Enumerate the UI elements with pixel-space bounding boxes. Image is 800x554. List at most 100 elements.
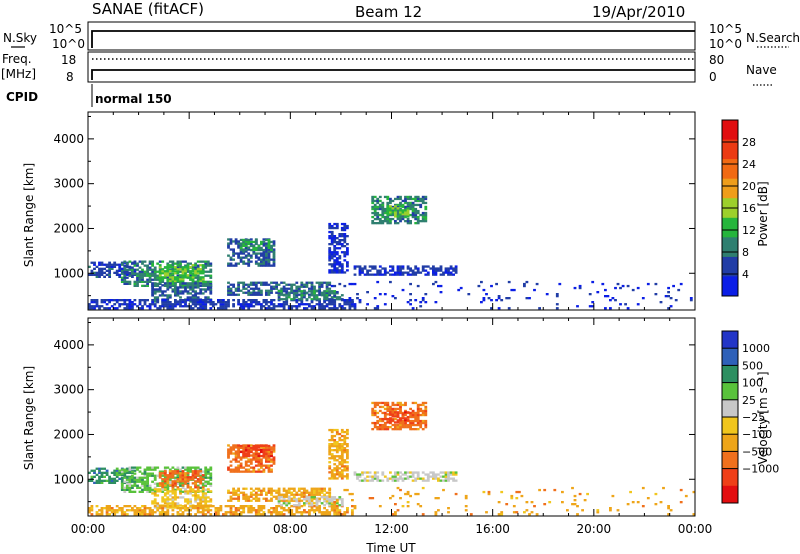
range-gate-cell <box>270 458 273 461</box>
range-gate-cell <box>260 291 263 294</box>
range-gate-cell <box>204 509 208 512</box>
range-gate-cell <box>123 488 127 491</box>
range-gate-cell <box>340 271 344 274</box>
range-gate-cell <box>277 496 281 499</box>
range-gate-cell <box>252 305 256 308</box>
range-gate-cell <box>368 497 372 500</box>
range-gate-cell <box>249 291 253 294</box>
range-gate-cell <box>158 278 162 281</box>
range-gate-cell <box>161 500 165 503</box>
range-gate-cell <box>184 282 187 285</box>
range-gate-cell <box>416 211 420 215</box>
range-gate-cell <box>282 509 286 512</box>
range-gate-cell <box>265 264 268 267</box>
range-gate-cell <box>189 307 192 310</box>
colorbar-swatch <box>722 276 738 297</box>
range-gate-cell <box>161 280 165 283</box>
range-gate-cell <box>523 284 526 288</box>
colorbar-tick-label: −500 <box>742 445 772 458</box>
range-gate-cell <box>100 513 104 516</box>
colorbar-swatch <box>722 399 738 418</box>
range-gate-cell <box>98 305 101 308</box>
range-gate-cell <box>171 482 175 485</box>
nsearch-tick-lo: 10^0 <box>709 37 742 51</box>
range-gate-cell <box>267 444 271 448</box>
range-gate-cell <box>646 497 650 500</box>
range-gate-cell <box>282 513 286 516</box>
range-gate-cell <box>153 276 157 279</box>
range-gate-cell <box>254 303 258 306</box>
range-gate-cell <box>371 407 375 411</box>
range-gate-cell <box>510 497 514 500</box>
range-gate-cell <box>358 479 362 482</box>
range-gate-cell <box>237 450 240 453</box>
range-gate-cell <box>194 496 197 499</box>
range-gate-cell <box>158 264 162 267</box>
range-gate-cell <box>156 288 160 291</box>
range-gate-cell <box>338 305 342 308</box>
range-gate-cell <box>115 473 119 476</box>
range-gate-cell <box>161 509 165 512</box>
range-gate-cell <box>227 491 230 494</box>
range-gate-cell <box>421 486 425 490</box>
range-gate-cell <box>447 475 450 478</box>
range-gate-cell <box>113 265 117 268</box>
range-gate-cell <box>249 460 253 463</box>
range-gate-cell <box>242 505 246 508</box>
range-gate-cell <box>447 479 450 482</box>
range-gate-cell <box>295 491 299 494</box>
range-gate-cell <box>282 294 286 297</box>
range-gate-cell <box>108 481 111 484</box>
range-gate-cell <box>254 450 258 454</box>
range-gate-cell <box>303 495 306 498</box>
range-gate-cell <box>174 288 177 291</box>
range-gate-cell <box>163 474 167 477</box>
range-gate-cell <box>209 268 213 271</box>
range-gate-cell <box>168 494 172 497</box>
range-gate-cell <box>432 473 435 476</box>
range-gate-cell <box>399 271 402 274</box>
range-gate-cell <box>136 466 139 469</box>
range-gate-cell <box>141 284 144 287</box>
range-gate-cell <box>419 423 423 427</box>
range-gate-cell <box>386 217 390 221</box>
range-gate-cell <box>340 453 344 456</box>
range-gate-cell <box>641 505 645 508</box>
range-gate-cell <box>292 298 296 301</box>
range-gate-cell <box>323 497 326 500</box>
range-gate-cell <box>292 513 296 516</box>
range-gate-cell <box>237 460 240 463</box>
range-gate-cell <box>401 215 405 219</box>
range-gate-cell <box>275 505 278 508</box>
range-gate-cell <box>181 511 185 514</box>
range-gate-cell <box>229 240 233 243</box>
range-gate-cell <box>391 269 395 272</box>
range-gate-cell <box>146 484 149 487</box>
range-gate-cell <box>254 446 258 450</box>
range-gate-cell <box>244 283 248 286</box>
range-gate-cell <box>194 286 197 289</box>
range-gate-cell <box>161 470 165 473</box>
range-gate-cell <box>368 479 372 482</box>
range-gate-cell <box>399 217 402 221</box>
range-gate-cell <box>401 419 405 423</box>
range-gate-cell <box>429 267 433 270</box>
range-gate-cell <box>285 495 289 498</box>
range-gate-cell <box>201 476 205 479</box>
range-gate-cell <box>386 426 390 429</box>
range-gate-cell <box>295 493 299 496</box>
range-gate-cell <box>184 272 187 275</box>
range-gate-cell <box>290 291 294 294</box>
range-gate-cell <box>234 489 238 492</box>
range-gate-cell <box>404 211 407 214</box>
range-gate-cell <box>141 513 144 516</box>
range-gate-cell <box>282 290 286 293</box>
range-gate-cell <box>424 195 428 199</box>
range-gate-cell <box>389 220 392 223</box>
range-gate-cell <box>209 282 213 285</box>
range-gate-cell <box>267 499 271 502</box>
range-gate-cell <box>204 296 208 299</box>
range-gate-cell <box>328 222 332 226</box>
range-gate-cell <box>168 272 172 275</box>
range-gate-cell <box>401 426 405 429</box>
